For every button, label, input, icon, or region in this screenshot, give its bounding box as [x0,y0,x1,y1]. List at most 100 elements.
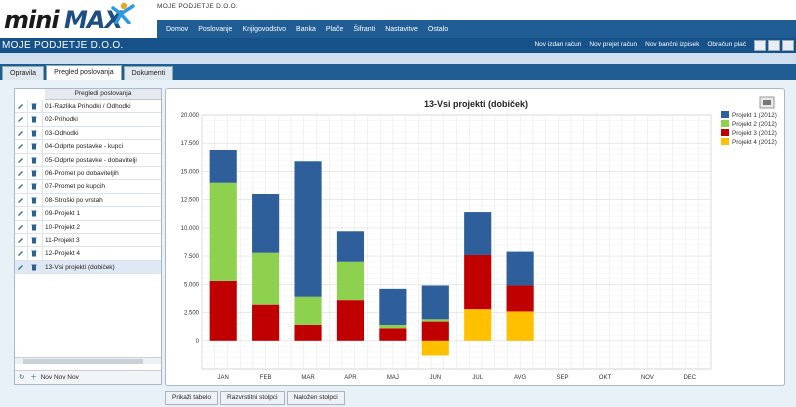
report-row[interactable]: 09-Projekt 1 [15,207,161,221]
export-icon[interactable] [782,40,794,51]
company-titlebar: MOJE PODJETJE D.O.O. Nov izdan račun Nov… [0,38,796,53]
edit-icon[interactable] [17,103,24,110]
stacked-bar-chart: 13-Vsi projekti (dobiček) 20.000 17.500 15.… [181,96,777,381]
bar-segment [209,182,237,281]
delete-icon[interactable] [31,157,37,164]
nav-item-nastavitve[interactable]: Nastavitve [385,25,418,33]
edit-icon[interactable] [17,130,24,137]
x-tick-label: SEP [557,375,569,381]
edit-icon[interactable] [17,197,24,204]
delete-icon[interactable] [31,210,37,217]
minimax-logo[interactable]: mini MAX [4,2,154,36]
tab-dokumenti[interactable]: Dokumenti [123,66,174,80]
reports-horizontal-scrollbar[interactable] [15,357,161,364]
chart-title: 13-Vsi projekti (dobiček) [424,99,528,109]
report-row[interactable]: 01-Razlika Prihodki / Odhodki [15,100,161,114]
report-label: 12-Projekt 4 [45,250,81,258]
x-tick-label: FEB [260,375,272,381]
edit-icon[interactable] [17,170,24,177]
delete-icon[interactable] [31,103,37,110]
document-icon[interactable] [754,40,766,51]
new-received-invoice-link[interactable]: Nov prejet račun [589,41,638,48]
edit-icon[interactable] [17,183,24,190]
reports-panel: Pregledi poslovanja 01-Razlika Prihodki … [14,88,162,385]
edit-icon[interactable] [17,143,24,150]
delete-icon[interactable] [31,197,37,204]
y-tick-label: 15.000 [181,169,200,175]
delete-icon[interactable] [31,116,37,123]
report-row[interactable]: 06-Promet po dobaviteljih [15,166,161,181]
delete-icon[interactable] [31,224,37,231]
refresh-icon[interactable]: ↻ [19,374,25,381]
edit-icon[interactable] [17,116,24,123]
print-chart-icon[interactable] [759,96,775,109]
title-icons [754,40,794,51]
payroll-link[interactable]: Obračun plač [707,41,746,48]
x-tick-label: APR [344,375,357,381]
report-label: 11-Projekt 3 [45,236,80,244]
nav-item-poslovanje[interactable]: Poslovanje [198,25,233,33]
delete-icon[interactable] [31,183,37,190]
nav-item-sifranti[interactable]: Šifranti [353,25,376,33]
report-row[interactable]: 05-Odprte postavke - dobavitelji [15,153,161,167]
edit-icon[interactable] [17,237,24,244]
x-tick-label: MAJ [387,375,399,381]
delete-icon[interactable] [31,143,37,150]
bar-segment [336,231,365,262]
report-row[interactable]: 11-Projekt 3 [15,233,161,248]
stacked-columns-button[interactable]: Naložen stolpci [286,391,345,405]
legend-swatch [721,138,729,145]
edit-icon[interactable] [17,210,24,217]
legend-label: Projekt 2 (2012) [732,121,777,128]
report-label: 10-Projekt 2 [45,223,81,231]
legend-swatch [721,111,729,118]
reports-panel-header: Pregledi poslovanja [45,89,161,100]
bar-segment [379,328,407,341]
report-row[interactable]: 12-Projekt 4 [15,247,161,261]
edit-icon[interactable] [17,224,24,231]
nav-item-place[interactable]: Plače [325,25,344,33]
quick-actions: Nov izdan račun Nov prejet račun Nov ban… [526,41,746,48]
report-row[interactable]: 10-Projekt 2 [15,220,161,234]
nav-item-domov[interactable]: Domov [166,25,189,33]
tab-opravila[interactable]: Opravila [2,66,45,80]
x-tick-label: NOV [641,375,654,381]
delete-icon[interactable] [31,264,37,271]
delete-icon[interactable] [31,170,37,177]
edit-icon[interactable] [17,157,24,164]
edit-icon[interactable] [17,250,24,257]
add-icon[interactable]: ＋ [30,374,37,381]
tab-pregled-poslovanja[interactable]: Pregled poslovanja [46,65,122,80]
delete-icon[interactable] [31,237,37,244]
scrollbar-thumb[interactable] [23,359,143,364]
sorted-columns-button[interactable]: Razvrstitni stolpci [220,391,285,405]
edit-icon[interactable] [17,264,24,271]
delete-icon[interactable] [31,250,37,257]
logo-text-max: MAX [64,6,123,34]
report-row[interactable]: 07-Promet po kupcih [15,180,161,194]
report-row[interactable]: 02-Prihodki [15,113,161,127]
report-row[interactable]: 04-Odprte postavke - kupci [15,140,161,154]
report-row[interactable]: 08-Stroški po vrstah [15,193,161,208]
report-row[interactable]: 03-Odhodki [15,126,161,141]
x-tick-label: JUN [429,375,441,381]
report-label: 05-Odprte postavke - dobavitelji [45,156,137,164]
show-table-button[interactable]: Prikaži tabelo [165,391,219,405]
report-label: 01-Razlika Prihodki / Odhodki [45,103,131,110]
bar-segment [252,194,280,253]
nav-item-knjigovodstvo[interactable]: Knjigovodstvo [242,25,287,33]
main-content: Pregledi poslovanja 01-Razlika Prihodki … [0,80,796,407]
nav-item-banka[interactable]: Banka [296,25,316,33]
new-bank-statement-link[interactable]: Nov bančni izpisek [645,41,700,48]
y-tick-label: 5.000 [184,282,200,288]
report-label: 03-Odhodki [45,129,79,137]
legend-label: Projekt 3 (2012) [732,130,777,137]
new-report-link[interactable]: Nov Nov Nov [40,374,79,381]
delete-icon[interactable] [31,130,37,137]
new-issued-invoice-link[interactable]: Nov izdan račun [534,41,582,48]
nav-item-ostalo[interactable]: Ostalo [427,25,449,33]
bar-segment [294,296,322,325]
print-icon[interactable] [768,40,780,51]
reports-list: 01-Razlika Prihodki / Odhodki 02-Prihodki… [15,100,161,275]
report-row[interactable]: 13-Vsi projekti (dobiček) [15,260,161,275]
